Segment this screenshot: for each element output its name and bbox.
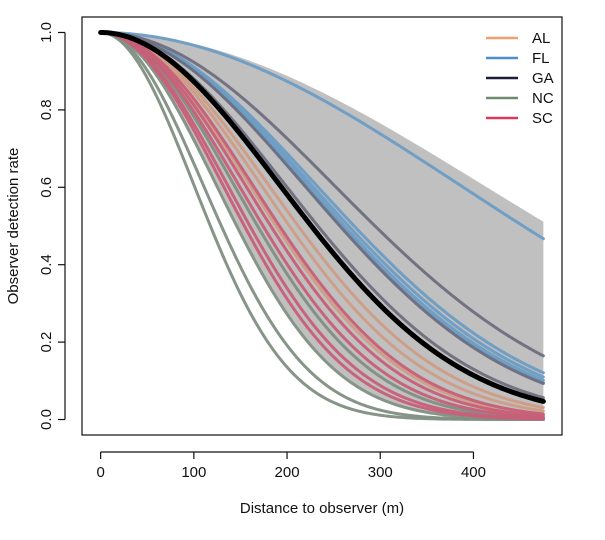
series-line-ga-2	[99, 30, 545, 385]
series-line-fl-1	[99, 30, 545, 241]
y-tick-label: 0.4	[38, 254, 55, 275]
x-tick-label: 400	[461, 464, 486, 481]
legend-label-al: AL	[532, 30, 550, 47]
series-line-al-2	[99, 30, 545, 413]
x-tick-label: 0	[96, 464, 104, 481]
series-layer	[99, 30, 545, 422]
series-line-sc-1	[99, 30, 545, 416]
y-tick-label: 0.2	[38, 332, 55, 353]
x-tick-label: 200	[275, 464, 300, 481]
x-tick-label: 100	[181, 464, 206, 481]
series-line-sc-3	[99, 30, 545, 419]
legend: AL FL GA NC SC	[486, 30, 554, 127]
y-axis: 0.0 0.2 0.4 0.6 0.8 1.0	[38, 22, 66, 430]
series-line-sc-2	[99, 30, 545, 418]
plot-frame	[81, 16, 563, 436]
series-line-sc-5	[99, 30, 545, 421]
series-line-ga-1	[99, 30, 545, 358]
y-tick-label: 0.8	[38, 99, 55, 120]
overall-curve-layer	[98, 29, 546, 404]
legend-label-nc: NC	[532, 90, 554, 107]
legend-label-fl: FL	[532, 50, 550, 67]
y-tick-label: 0.6	[38, 177, 55, 198]
series-line-al-1	[99, 30, 545, 410]
x-tick-label: 300	[368, 464, 393, 481]
series-line-nc-2	[99, 30, 545, 421]
y-tick-label: 0.0	[38, 409, 55, 430]
y-axis-label: Observer detection rate	[5, 148, 22, 305]
x-axis-label: Distance to observer (m)	[240, 500, 404, 517]
series-line-nc-1	[99, 30, 545, 420]
x-axis: 0 100 200 300 400	[96, 451, 486, 481]
series-line-nc-4	[99, 30, 545, 422]
legend-label-sc: SC	[532, 110, 553, 127]
legend-label-ga: GA	[532, 70, 554, 87]
y-tick-label: 1.0	[38, 22, 55, 43]
series-line-sc-4	[99, 30, 545, 421]
overall-curve	[98, 29, 546, 404]
